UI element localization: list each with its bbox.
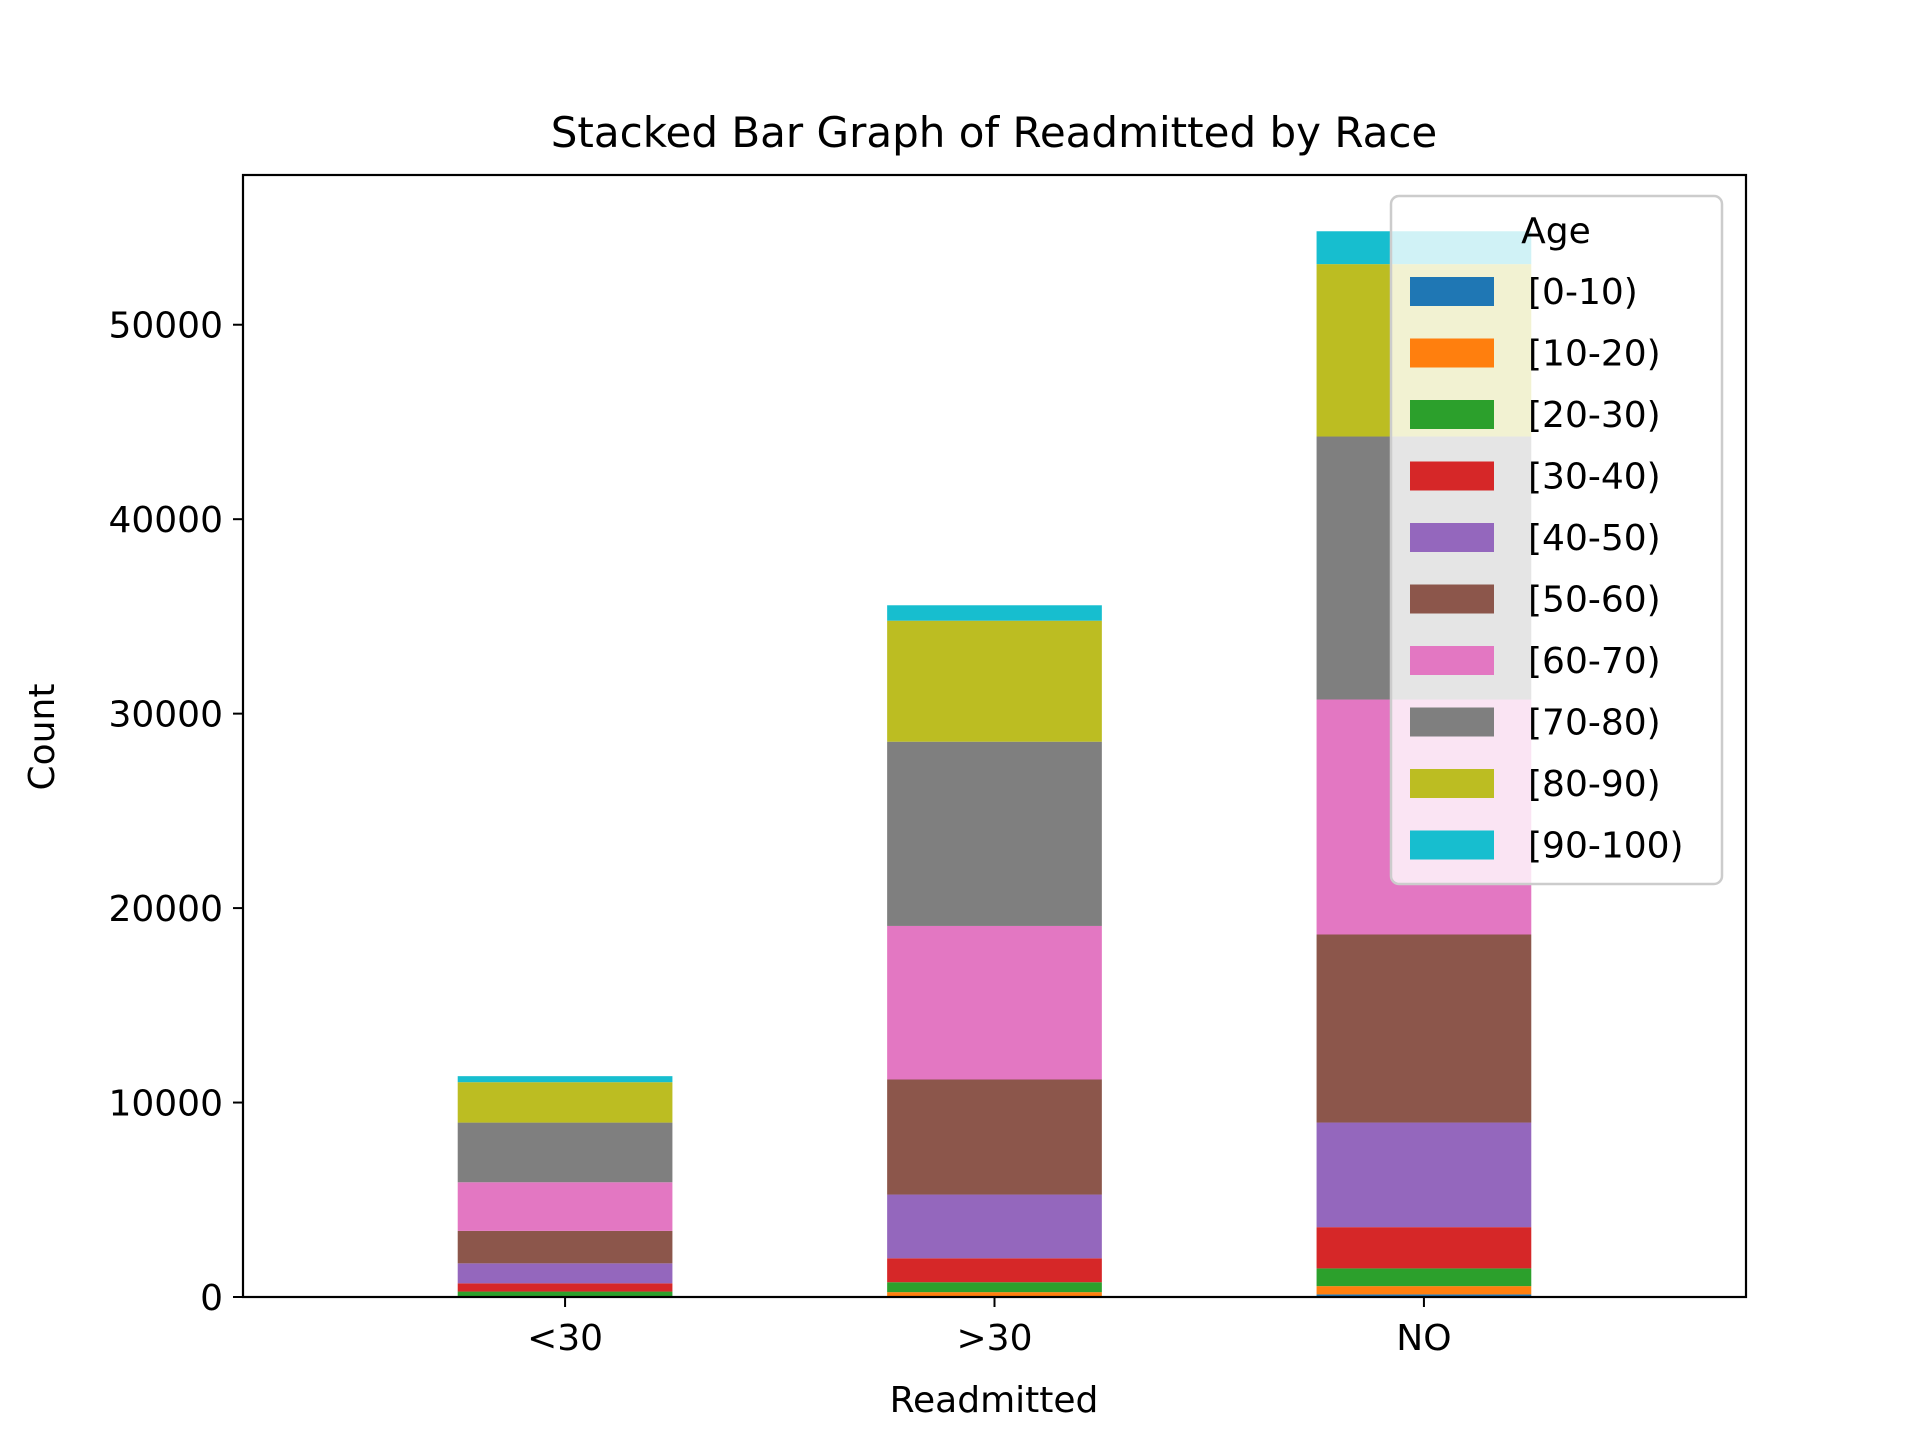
legend-label: [20-30) — [1528, 395, 1661, 436]
y-tick-label: 10000 — [108, 1084, 223, 1125]
bar-segment — [887, 1079, 1102, 1195]
legend-label: [40-50) — [1528, 518, 1661, 559]
legend-swatch — [1410, 277, 1494, 306]
bar-segment — [887, 620, 1102, 742]
legend-entries: [0-10) [10-20) [20-30) [30-40) [40-50) [50-60… — [1410, 272, 1684, 867]
bar-segment — [1316, 1268, 1532, 1287]
legend-label: [0-10) — [1528, 272, 1638, 313]
bar-segment — [1316, 1227, 1532, 1269]
legend-swatch — [1410, 830, 1494, 860]
legend-label: [90-100) — [1528, 826, 1684, 867]
legend-title: Age — [1521, 211, 1591, 252]
bar-segment — [457, 1283, 673, 1292]
y-tick-label: 40000 — [108, 500, 223, 541]
legend-swatch — [1410, 769, 1494, 798]
y-tick-label: 0 — [200, 1278, 223, 1319]
x-axis-label: Readmitted — [890, 1380, 1099, 1421]
legend-swatch — [1410, 646, 1494, 675]
y-tick-label: 30000 — [108, 695, 223, 736]
bar-segment — [887, 1194, 1102, 1259]
bar-segment — [887, 605, 1102, 621]
legend-label: [50-60) — [1528, 580, 1661, 621]
bar-segment — [887, 1282, 1102, 1293]
legend-label: [30-40) — [1528, 457, 1661, 498]
bar-segment — [887, 925, 1102, 1080]
x-tick-label: >30 — [957, 1318, 1033, 1359]
chart-title: Stacked Bar Graph of Readmitted by Race — [551, 108, 1438, 157]
legend-swatch — [1410, 584, 1494, 614]
bar-segment — [887, 741, 1102, 926]
legend-swatch — [1410, 338, 1494, 368]
bar-segment — [457, 1182, 673, 1231]
bar-segment — [887, 1258, 1102, 1283]
legend-swatch — [1410, 400, 1494, 429]
bar-segment — [457, 1082, 673, 1123]
legend-label: [60-70) — [1528, 641, 1661, 682]
legend-label: [80-90) — [1528, 764, 1661, 805]
x-tick-label: NO — [1396, 1318, 1451, 1359]
y-tick-label: 50000 — [108, 306, 223, 347]
bar-segment — [1316, 1294, 1532, 1297]
bar-segment — [1316, 934, 1532, 1123]
bar-segment — [1316, 1286, 1532, 1295]
legend-swatch — [1410, 523, 1494, 552]
y-axis: 0 10000 20000 30000 40000 50000 — [108, 306, 243, 1319]
bar-segment — [457, 1230, 673, 1264]
y-axis-label: Count — [22, 684, 63, 791]
bar-segment — [457, 1291, 673, 1297]
legend: Age [0-10) [10-20) [20-30) [30-40) [40-50) [5… — [1389, 194, 1724, 886]
legend-swatch — [1410, 461, 1494, 491]
bar-segment — [1316, 1122, 1532, 1228]
bar-segment — [887, 1292, 1102, 1297]
bar-segment — [457, 1122, 673, 1183]
x-tick-label: <30 — [527, 1318, 603, 1359]
legend-swatch — [1410, 707, 1494, 737]
legend-label: [70-80) — [1528, 703, 1661, 744]
y-tick-label: 20000 — [108, 889, 223, 930]
legend-label: [10-20) — [1528, 334, 1661, 375]
x-axis: <30 >30 NO — [527, 1297, 1452, 1359]
bar-segment — [457, 1076, 673, 1083]
bar-segment — [457, 1263, 673, 1284]
